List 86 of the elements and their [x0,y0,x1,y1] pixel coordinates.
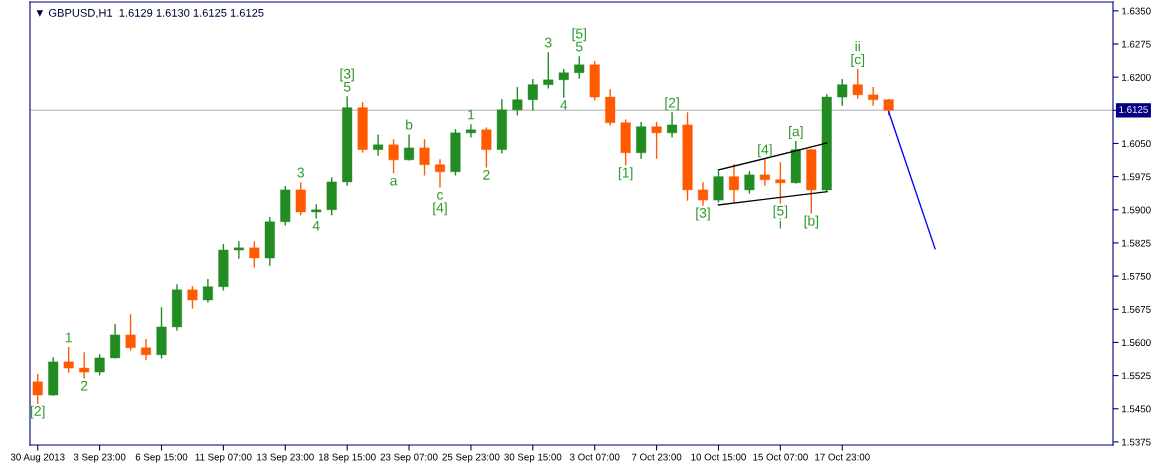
candlestick [465,124,476,138]
x-tick-label: 30 Aug 2013 [10,453,65,463]
candlestick [419,139,430,176]
candlestick [744,171,755,194]
candlestick [187,286,198,309]
text: 2 [483,169,490,180]
text: 3 [544,37,552,48]
y-tick-label: 1.5975 [1122,173,1151,181]
y-tick-label: 1.5675 [1122,306,1151,313]
text: [1] [618,167,633,181]
candlestick [852,68,863,99]
text: [5] i [773,205,788,229]
candlestick [125,314,136,351]
y-tick-label: 1.5600 [1122,339,1151,347]
y-tick-label: 1.5450 [1122,405,1151,413]
candlestick [651,122,662,159]
text: 4 [312,220,320,231]
candlestick [713,171,724,203]
candlestick [32,374,43,404]
candlestick [79,352,90,379]
x-tick-label: 10 Oct 15:00 [691,453,746,461]
y-tick-label: 1.5525 [1122,372,1151,380]
ref-line-label: 1.6125 [1119,106,1148,113]
text: [3] [696,207,710,221]
y-tick-label: 1.5375 [1122,438,1151,446]
candlestick [775,162,786,204]
text: 4 [560,100,568,110]
text: ▼ GBPUSD,H1 1.6129 1.6130 1.6125 1.6125 [36,8,264,19]
x-tick-label: 18 Sep 15:00 [318,453,376,463]
x-tick-label: 7 Oct 23:00 [631,453,682,461]
candlestick [759,159,770,186]
text: [b] [804,215,819,229]
y-tick-label: 1.5825 [1122,239,1151,247]
candlestick [512,87,523,116]
candlestick [295,182,306,216]
text: 3 [297,167,304,178]
candlestick [527,79,538,111]
text: [5] 5 [572,28,586,52]
x-tick-label: 15 Oct 07:00 [753,453,808,461]
text: [4] [758,144,772,158]
candlestick [558,68,569,98]
text: b [406,119,413,130]
candlestick [388,139,399,174]
candlestick [543,52,554,89]
candlestick [94,354,105,376]
candlestick [667,112,678,138]
y-tick-label: 1.6050 [1122,140,1151,148]
candlestick [728,164,739,203]
candlestick [698,182,709,206]
x-tick-label: 3 Oct 07:00 [569,453,620,461]
y-tick-label: 1.5900 [1122,206,1151,214]
candlestick [404,134,415,161]
y-tick-label: 1.5750 [1122,272,1151,280]
candlestick [574,56,585,79]
x-tick-label: 30 Sep 15:00 [504,453,562,463]
candlestick [373,134,384,156]
text: c [4] [433,192,447,216]
candlestick [63,347,74,373]
candlestick [481,127,492,168]
x-tick-label: 23 Sep 07:00 [380,453,438,463]
text: 1 [65,332,72,343]
text: [3] 5 [340,68,354,92]
text: [a] [789,126,803,140]
x-tick-label: 11 Sep 07:00 [195,453,252,463]
y-tick-label: 1.6350 [1122,7,1151,15]
x-tick-label: 6 Sep 15:00 [135,453,188,463]
candlestick [434,159,445,188]
candlestick [868,87,879,106]
text: ii [c] [851,41,865,67]
x-tick-label: 17 Oct 23:00 [815,453,870,461]
candlestick [249,241,260,268]
y-tick-label: 1.6200 [1122,73,1151,81]
x-tick-label: 13 Sep 23:00 [257,453,314,463]
candlestick [141,339,152,361]
x-tick-label: 3 Sep 23:00 [73,453,126,463]
x-tick-label: 25 Sep 23:00 [442,453,500,463]
text: [2] [665,97,679,111]
candlestick [837,79,848,106]
text: a [390,177,398,186]
candlestick [110,324,121,359]
text: 1 [468,109,475,120]
text: 2 [80,380,88,391]
candlestick [233,241,244,259]
y-tick-label: 1.6275 [1122,40,1151,48]
candlestick [202,278,213,303]
text: [2] [31,405,45,419]
